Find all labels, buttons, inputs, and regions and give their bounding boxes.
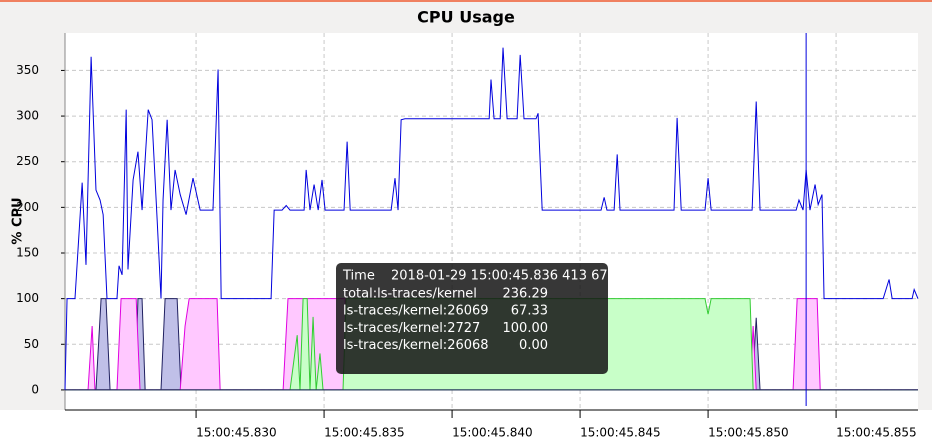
y-tick-label: 250 bbox=[16, 154, 39, 168]
x-axis-area bbox=[0, 410, 932, 440]
chart-title: CPU Usage bbox=[417, 8, 515, 27]
tooltip-time-label: Time bbox=[342, 269, 375, 284]
tooltip-value: 0.00 bbox=[519, 338, 548, 353]
tooltip-series-name: ls-traces/kernel:26068 bbox=[343, 338, 489, 353]
tooltip-series-name: total:ls-traces/kernel bbox=[343, 287, 477, 302]
y-tick-label: 200 bbox=[16, 200, 39, 214]
tooltip-box bbox=[336, 263, 608, 374]
y-tick-label: 350 bbox=[16, 63, 39, 77]
tooltip-value: 236.29 bbox=[503, 287, 549, 302]
x-tick-label: 15:00:45.830 bbox=[196, 426, 277, 440]
y-axis-label: % CPU bbox=[11, 197, 26, 244]
y-tick-label: 300 bbox=[16, 109, 39, 123]
x-tick-label: 15:00:45.845 bbox=[580, 426, 661, 440]
top-border bbox=[0, 0, 932, 2]
tooltip-series-name: ls-traces/kernel:26069 bbox=[343, 304, 489, 319]
tooltip-value: 100.00 bbox=[503, 321, 549, 336]
total-line bbox=[64, 47, 919, 390]
y-tick-label: 100 bbox=[16, 291, 39, 305]
tooltip-series-name: ls-traces/kernel:2727 bbox=[343, 321, 480, 336]
x-tick-label: 15:00:45.835 bbox=[324, 426, 405, 440]
x-tick-label: 15:00:45.850 bbox=[708, 426, 789, 440]
x-tick-label: 15:00:45.840 bbox=[452, 426, 533, 440]
y-tick-label: 0 bbox=[31, 382, 39, 396]
tooltip: Time 2018-01-29 15:00:45.836 413 670 total… bbox=[336, 263, 616, 374]
y-tick-label: 50 bbox=[24, 337, 39, 351]
tooltip-value: 67.33 bbox=[511, 304, 548, 319]
y-tick-label: 150 bbox=[16, 245, 39, 259]
tooltip-time: 2018-01-29 15:00:45.836 413 670 bbox=[391, 269, 616, 284]
x-tick-label: 15:00:45.855 bbox=[836, 426, 917, 440]
